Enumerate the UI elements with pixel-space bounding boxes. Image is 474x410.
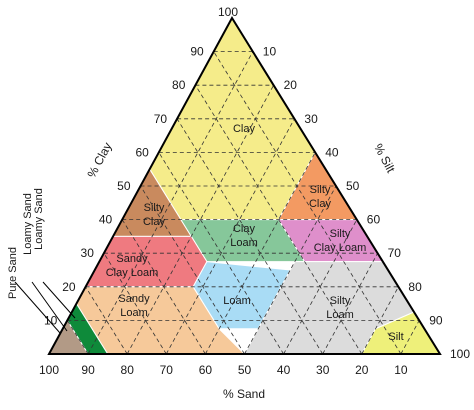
clay-tick-70: 70 — [154, 112, 168, 126]
region-label-line: Silty — [330, 295, 351, 307]
sand-tick-40: 40 — [277, 363, 291, 377]
sand-tick-10: 10 — [394, 363, 408, 377]
region-label-line: Clay — [233, 123, 256, 135]
clay-tick-10: 10 — [44, 313, 58, 327]
clay-axis-title: % Clay — [84, 140, 114, 180]
silt-axis-title: % Silt — [371, 141, 398, 175]
region-label-line: Sandy — [118, 293, 150, 305]
region-label-line: Sandy — [116, 253, 148, 265]
clay-tick-30: 30 — [81, 246, 95, 260]
clay-tick-90: 90 — [190, 45, 204, 59]
silt-gridline-10 — [87, 51, 254, 355]
region-label-line: Loam — [120, 307, 148, 319]
grid-layer — [66, 51, 420, 355]
sand-gridline-60 — [121, 219, 206, 355]
silt-gridline-60 — [283, 219, 358, 355]
region-label-sandy-clay: Silty Clay — [143, 202, 166, 228]
silt-gridline-70 — [322, 253, 378, 355]
sand-tick-50: 50 — [238, 363, 252, 377]
region-label-line: Clay Loam — [106, 267, 159, 279]
silt-tick-70: 70 — [388, 246, 402, 260]
region-label-line: Silt — [388, 331, 403, 343]
sand-tick-70: 70 — [160, 363, 174, 377]
region-label-line: Silty — [310, 184, 331, 196]
silt-tick-90: 90 — [429, 313, 443, 327]
sand-gridline-50 — [140, 185, 245, 355]
region-label-line: Clay — [233, 223, 256, 235]
silt-gridline-50 — [244, 185, 337, 355]
silt-tick-30: 30 — [304, 112, 318, 126]
sand-tick-20: 20 — [355, 363, 369, 377]
region-label-line: Loam — [223, 295, 251, 307]
region-label-line: Clay — [143, 216, 166, 228]
region-label-silty-clay: Silty Clay — [309, 184, 332, 210]
silt-tick-60: 60 — [367, 213, 381, 227]
region-label-line: Loam — [230, 237, 258, 249]
sand-gridline-70 — [103, 252, 167, 355]
region-label-sandy-clay-loam: Sandy Clay Loam — [106, 253, 159, 279]
clay-tick-60: 60 — [135, 145, 149, 159]
sand-tick-60: 60 — [199, 363, 213, 377]
tick-labels-layer: 100 90 80 70 60 50 40 30 20 10 10 20 30 40 50 60 70 80 90 1… — [39, 5, 470, 377]
region-label-line: Clay — [309, 198, 332, 210]
pure-sand-label: Pure Sand — [7, 247, 19, 299]
region-label-loam: Loam — [223, 295, 251, 307]
region-label-silt: Silt — [388, 331, 403, 343]
region-label-sandy-loam: Sandy Loam — [118, 293, 150, 319]
clay-tick-20: 20 — [62, 280, 76, 294]
region-labels-layer: Clay Silty Clay Silty Clay Clay Loam Silty Clay … — [106, 123, 404, 343]
region-label-line: Silty — [330, 228, 351, 240]
sand-tick-30: 30 — [316, 363, 330, 377]
silt-tick-10: 10 — [263, 45, 277, 59]
clay-tick-100: 100 — [218, 5, 238, 19]
silt-gridline-80 — [361, 286, 399, 355]
clay-tick-40: 40 — [99, 213, 113, 227]
region-label-silt-loam: Silty Loam — [326, 295, 354, 321]
region-label-clay-loam: Clay Loam — [230, 223, 258, 249]
region-label-clay: Clay — [233, 123, 256, 135]
sand-axis-title: % Sand — [223, 387, 265, 401]
clay-tick-50: 50 — [117, 179, 131, 193]
silt-tick-40: 40 — [325, 145, 339, 159]
pure-sand-leader — [14, 281, 61, 334]
sand-tick-80: 80 — [121, 363, 135, 377]
silt-gridline-20 — [126, 85, 274, 355]
region-label-line: Clay Loam — [314, 242, 367, 254]
silt-tick-50: 50 — [346, 179, 360, 193]
sand-gridline-20 — [195, 84, 363, 355]
region-label-line: Loam — [326, 309, 354, 321]
sand-gridline-40 — [158, 152, 284, 355]
loamy-sand-label: Loamy Sand — [22, 193, 34, 255]
sand-tick-90: 90 — [81, 363, 95, 377]
clay-tick-80: 80 — [172, 78, 186, 92]
silt-tick-80: 80 — [408, 280, 422, 294]
sand-gridline-80 — [85, 286, 128, 355]
silt-gridline-30 — [165, 118, 295, 355]
loamy-sand-leader-2 — [42, 281, 76, 319]
silt-tick-100: 100 — [450, 347, 470, 361]
sand-gridline-10 — [213, 51, 402, 355]
silt-tick-20: 20 — [284, 78, 298, 92]
region-label-line: Silty — [144, 202, 165, 214]
region-label-silty-clay-loam: Silty Clay Loam — [314, 228, 367, 254]
loamy-sand-label-2: Loamy Sand — [33, 188, 45, 250]
regions-layer — [48, 17, 441, 355]
sand-tick-100: 100 — [39, 363, 59, 377]
silt-gridline-90 — [400, 320, 420, 355]
loamy-sand-leader — [31, 281, 68, 332]
triangle-frame — [47, 16, 442, 355]
